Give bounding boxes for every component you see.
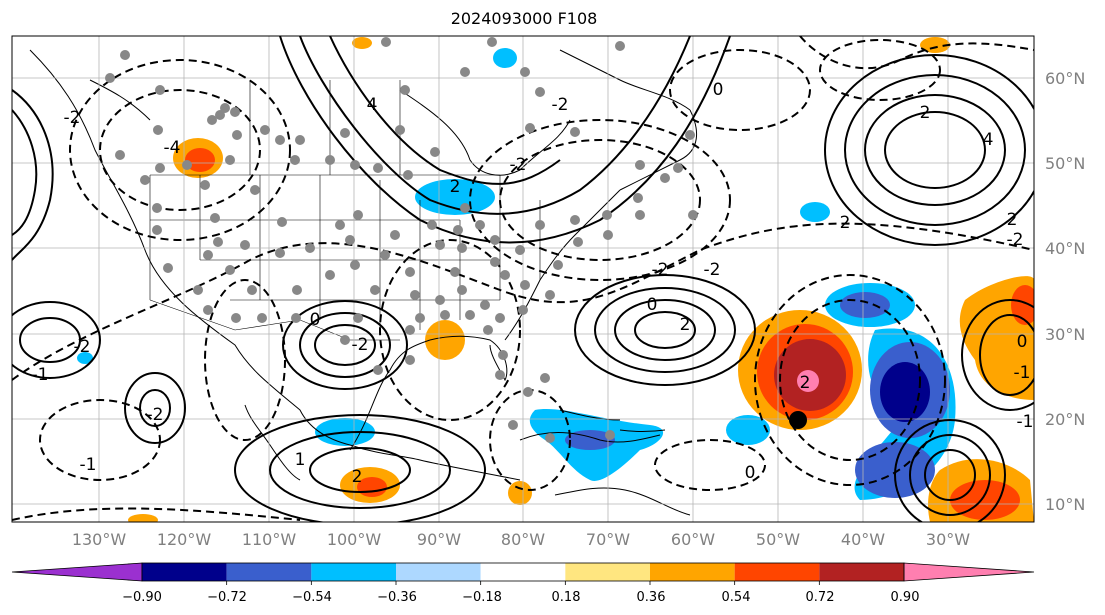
- colorbar-segment: [650, 563, 735, 581]
- lon-label: 110°W: [242, 530, 297, 549]
- contour-label: -2: [147, 405, 164, 425]
- contour-label: -2: [510, 155, 527, 175]
- observed-position-marker: [789, 411, 807, 429]
- contour-label: 2: [920, 103, 931, 123]
- contour-label: -2: [1007, 230, 1024, 250]
- lat-label: 40°N: [1045, 239, 1085, 258]
- lat-label: 60°N: [1045, 69, 1085, 88]
- anomaly-shading: [77, 37, 1034, 522]
- colorbar-tick-label: 0.18: [552, 590, 581, 605]
- contour-label: -4: [164, 138, 181, 158]
- station-markers: [105, 37, 698, 443]
- colorbar-segment: [819, 563, 904, 581]
- storm-intensity-label: 2: [800, 373, 811, 393]
- colorbar-segment: [565, 563, 650, 581]
- latitude-labels: 60°N 50°N 40°N 30°N 20°N 10°N: [1045, 69, 1085, 514]
- contour-label: 2: [680, 315, 691, 335]
- contour-label: 4: [367, 95, 378, 115]
- colorbar-tick-label: 0.36: [637, 590, 666, 605]
- lat-label: 30°N: [1045, 325, 1085, 344]
- colorbar-tick-label: −0.54: [292, 590, 332, 605]
- lon-label: 90°W: [417, 530, 461, 549]
- colorbar-segment: [734, 563, 820, 581]
- colorbar-segment: [396, 563, 481, 581]
- lon-label: 100°W: [327, 530, 382, 549]
- lon-label: 80°W: [501, 530, 545, 549]
- colorbar-extend-high: [903, 562, 1035, 582]
- contour-label: 2: [840, 213, 851, 233]
- contour-label: -2: [352, 335, 369, 355]
- contour-label: 4: [983, 130, 994, 150]
- contour-label: 0: [310, 310, 321, 330]
- lat-label: 20°N: [1045, 410, 1085, 429]
- colorbar-segments: [11, 562, 1035, 585]
- colorbar-tick-label: −0.18: [462, 590, 502, 605]
- contour-label: -2: [704, 260, 721, 280]
- longitude-labels: 130°W 120°W 110°W 100°W 90°W 80°W 70°W 6…: [72, 530, 970, 549]
- negative-contours: [12, 36, 1034, 521]
- colorbar-tick-labels: −0.90 −0.72 −0.54 −0.36 −0.18 0.18 0.36 …: [122, 590, 919, 605]
- contour-label: 0: [1017, 332, 1028, 352]
- colorbar-tick-label: 0.54: [722, 590, 751, 605]
- lon-label: 50°W: [756, 530, 800, 549]
- contour-label: 2: [1007, 210, 1018, 230]
- lon-label: 30°W: [926, 530, 970, 549]
- contour-label: 0: [647, 295, 658, 315]
- colorbar-tick-label: 0.90: [891, 590, 920, 605]
- colorbar-frame: [141, 562, 905, 582]
- colorbar-tick-label: −0.36: [377, 590, 417, 605]
- lon-label: 70°W: [586, 530, 630, 549]
- storm-markers: 2: [789, 370, 819, 429]
- contour-label: -1: [32, 365, 49, 385]
- colorbar-tick-label: −0.72: [207, 590, 247, 605]
- contour-label: -1: [1017, 412, 1034, 432]
- colorbar-tick-label: −0.90: [122, 590, 162, 605]
- contour-label: 2: [352, 467, 363, 487]
- colorbar-segment: [142, 563, 227, 581]
- map-title: 2024093000 F108: [450, 9, 598, 28]
- colorbar-segment: [311, 563, 396, 581]
- contour-label: -1: [80, 455, 97, 475]
- contour-label: 0: [745, 463, 756, 483]
- lon-label: 120°W: [157, 530, 212, 549]
- colorbar-tick-label: 0.72: [806, 590, 835, 605]
- colorbar: −0.90 −0.72 −0.54 −0.36 −0.18 0.18 0.36 …: [11, 562, 1035, 605]
- contour-label: 1: [295, 450, 306, 470]
- contour-labels: -2 -4 -2 0 2 4 -2 -2 -2 2 -1 -2 -2 0 0 -…: [32, 80, 1034, 487]
- colorbar-segment: [226, 563, 312, 581]
- map-frame: [11, 35, 1035, 523]
- lat-label: 10°N: [1045, 495, 1085, 514]
- contour-label: -2: [64, 108, 81, 128]
- lon-label: 60°W: [671, 530, 715, 549]
- colorbar-segment: [480, 563, 566, 581]
- lon-label: 130°W: [72, 530, 127, 549]
- contour-label: -2: [552, 95, 569, 115]
- coastlines: [29, 49, 698, 516]
- contour-label: 2: [450, 177, 461, 197]
- colorbar-extend-low: [11, 562, 143, 582]
- contour-label: -2: [652, 260, 669, 280]
- gridlines: [12, 36, 1034, 522]
- lat-label: 50°N: [1045, 154, 1085, 173]
- positive-contours: [12, 36, 1034, 522]
- contour-label: -1: [1014, 363, 1031, 383]
- storm-position-marker: [797, 370, 819, 392]
- contour-label: 0: [713, 80, 724, 100]
- lon-label: 40°W: [841, 530, 885, 549]
- contour-label: -2: [74, 337, 91, 357]
